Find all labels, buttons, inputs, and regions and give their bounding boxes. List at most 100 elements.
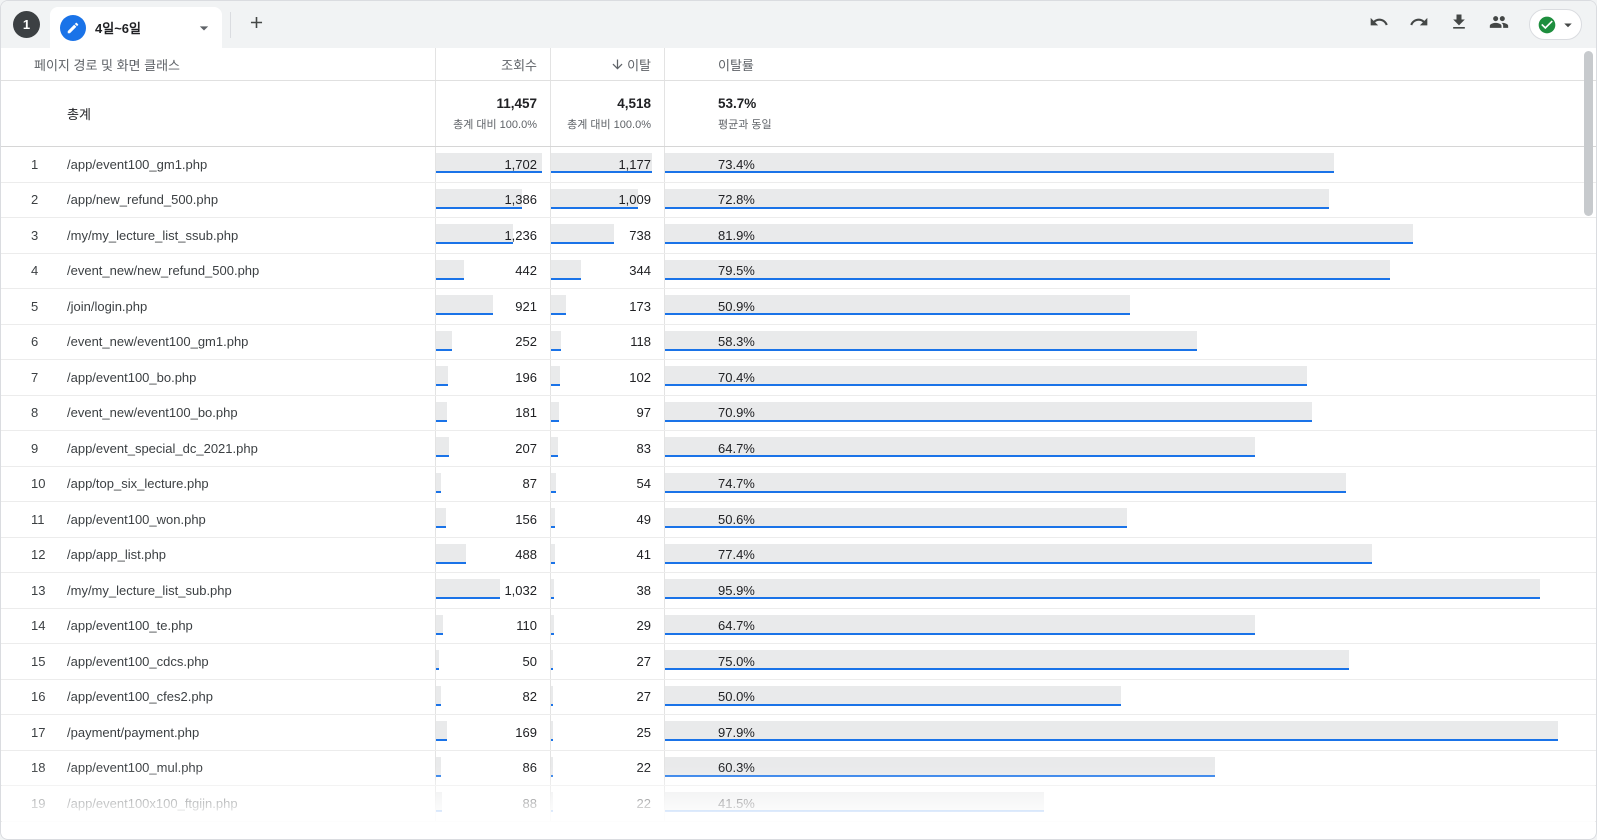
- undo-button[interactable]: [1363, 9, 1395, 41]
- exits-bar: [551, 295, 566, 315]
- views-value: 1,236: [504, 227, 537, 243]
- table-row[interactable]: 15 /app/event100_cdcs.php 50 27 75.0%: [1, 644, 1596, 680]
- views-value: 87: [522, 476, 537, 492]
- row-exit-rate-cell: 77.4%: [664, 537, 1596, 572]
- row-exits-cell: 54: [550, 466, 664, 501]
- table-row[interactable]: 14 /app/event100_te.php 110 29 64.7%: [1, 608, 1596, 644]
- exit-rate-bar: [665, 472, 1347, 493]
- views-value: 110: [516, 618, 537, 634]
- row-rank: 3: [31, 227, 39, 243]
- table-row[interactable]: 18 /app/event100_mul.php 86 22 60.3%: [1, 750, 1596, 786]
- row-views-cell: 50: [435, 644, 550, 679]
- table-row[interactable]: 19 /app/event100x100_ftgijn.php 88 22 41…: [1, 786, 1596, 822]
- redo-button[interactable]: [1403, 9, 1435, 41]
- chevron-down-icon[interactable]: [194, 18, 214, 38]
- row-views-cell: 252: [435, 324, 550, 359]
- sort-desc-icon: [610, 57, 626, 72]
- table-row[interactable]: 2 /app/new_refund_500.php 1,386 1,009 72…: [1, 182, 1596, 218]
- scrollbar-track: [1584, 49, 1593, 833]
- row-exits-cell: 22: [550, 750, 664, 785]
- exits-bar: [551, 579, 555, 599]
- row-path: /app/top_six_lecture.php: [67, 476, 209, 492]
- toolbar: 1 4일~6일: [1, 1, 1596, 48]
- exit-rate-bar: [665, 188, 1329, 209]
- exit-rate-value: 81.9%: [718, 227, 755, 243]
- exits-value: 54: [636, 476, 651, 492]
- exit-rate-bar: [665, 295, 1130, 315]
- table-row[interactable]: 4 /event_new/new_refund_500.php 442 344 …: [1, 253, 1596, 289]
- views-value: 1,386: [504, 192, 537, 208]
- totals-label: 총계: [67, 107, 91, 122]
- table-row[interactable]: 6 /event_new/event100_gm1.php 252 118 58…: [1, 324, 1596, 360]
- table-row[interactable]: 11 /app/event100_won.php 156 49 50.6%: [1, 502, 1596, 538]
- exit-rate-value: 50.6%: [718, 511, 755, 527]
- table-header-row: 페이지 경로 및 화면 클래스 조회수 이탈 이탈률: [1, 48, 1596, 81]
- row-rank: 12: [31, 547, 46, 563]
- totals-views-sub: 총계 대비 100.0%: [453, 118, 537, 131]
- row-exit-rate-cell: 74.7%: [664, 466, 1596, 501]
- tab-date-range[interactable]: 4일~6일: [50, 7, 222, 48]
- table-row[interactable]: 8 /event_new/event100_bo.php 181 97 70.9…: [1, 395, 1596, 431]
- exits-value: 22: [636, 795, 651, 811]
- exit-rate-value: 64.7%: [718, 618, 755, 634]
- table-row[interactable]: 7 /app/event100_bo.php 196 102 70.4%: [1, 360, 1596, 396]
- views-bar: [436, 153, 542, 173]
- column-header-exits[interactable]: 이탈: [550, 48, 664, 80]
- download-button[interactable]: [1443, 9, 1475, 41]
- table-row[interactable]: 10 /app/top_six_lecture.php 87 54 74.7%: [1, 466, 1596, 502]
- exit-rate-value: 70.9%: [718, 405, 755, 421]
- views-bar: [436, 188, 523, 209]
- row-exits-cell: 27: [550, 679, 664, 714]
- views-value: 169: [515, 724, 537, 740]
- exit-rate-value: 41.5%: [718, 795, 755, 811]
- row-path: /event_new/new_refund_500.php: [67, 263, 260, 279]
- table-row[interactable]: 16 /app/event100_cfes2.php 82 27 50.0%: [1, 679, 1596, 715]
- column-header-path[interactable]: 페이지 경로 및 화면 클래스: [34, 57, 181, 73]
- exits-value: 22: [636, 760, 651, 776]
- row-exit-rate-cell: 70.4%: [664, 360, 1596, 395]
- views-bar: [436, 259, 464, 280]
- row-rank: 14: [31, 618, 46, 634]
- views-value: 1,032: [504, 582, 537, 598]
- status-check-dropdown[interactable]: [1529, 9, 1582, 40]
- table-row[interactable]: 5 /join/login.php 921 173 50.9%: [1, 289, 1596, 325]
- table-row[interactable]: 12 /app/app_list.php 488 41 77.4%: [1, 537, 1596, 573]
- share-button[interactable]: [1483, 9, 1515, 41]
- toolbar-right: [1363, 9, 1582, 41]
- row-rank: 10: [31, 476, 46, 492]
- scrollbar-thumb[interactable]: [1584, 51, 1593, 216]
- row-exit-rate-cell: 60.3%: [664, 750, 1596, 785]
- column-header-exit-rate[interactable]: 이탈률: [664, 48, 1596, 80]
- totals-views-value: 11,457: [496, 95, 537, 111]
- table-row[interactable]: 13 /my/my_lecture_list_sub.php 1,032 38 …: [1, 573, 1596, 609]
- views-bar: [436, 650, 440, 670]
- row-rank: 4: [31, 263, 39, 279]
- row-path: /app/event_special_dc_2021.php: [67, 440, 258, 456]
- add-tab-button[interactable]: [237, 6, 275, 44]
- step-number-badge[interactable]: 1: [13, 11, 40, 38]
- table-row[interactable]: 17 /payment/payment.php 169 25 97.9%: [1, 715, 1596, 751]
- row-views-cell: 442: [435, 253, 550, 288]
- views-value: 181: [515, 405, 537, 421]
- exit-rate-value: 72.8%: [718, 192, 755, 208]
- table-row[interactable]: 1 /app/event100_gm1.php 1,702 1,177 73.4…: [1, 147, 1596, 183]
- exit-rate-value: 70.4%: [718, 369, 755, 385]
- exit-rate-bar: [665, 614, 1256, 635]
- download-icon: [1449, 12, 1469, 37]
- row-exit-rate-cell: 58.3%: [664, 324, 1596, 359]
- redo-icon: [1409, 12, 1429, 37]
- undo-icon: [1369, 12, 1389, 37]
- plus-icon: [247, 13, 266, 37]
- exit-rate-value: 60.3%: [718, 760, 755, 776]
- row-rank: 6: [31, 334, 39, 350]
- row-rank: 13: [31, 582, 46, 598]
- row-exit-rate-cell: 72.8%: [664, 182, 1596, 217]
- row-exits-cell: 102: [550, 360, 664, 395]
- row-rank: 1: [31, 156, 39, 172]
- row-path: /join/login.php: [67, 298, 148, 314]
- exit-rate-bar: [665, 721, 1558, 741]
- column-header-views[interactable]: 조회수: [435, 48, 550, 80]
- table-row[interactable]: 9 /app/event_special_dc_2021.php 207 83 …: [1, 431, 1596, 467]
- table-row[interactable]: 3 /my/my_lecture_list_ssub.php 1,236 738…: [1, 218, 1596, 254]
- row-path: /app/event100_won.php: [67, 511, 206, 527]
